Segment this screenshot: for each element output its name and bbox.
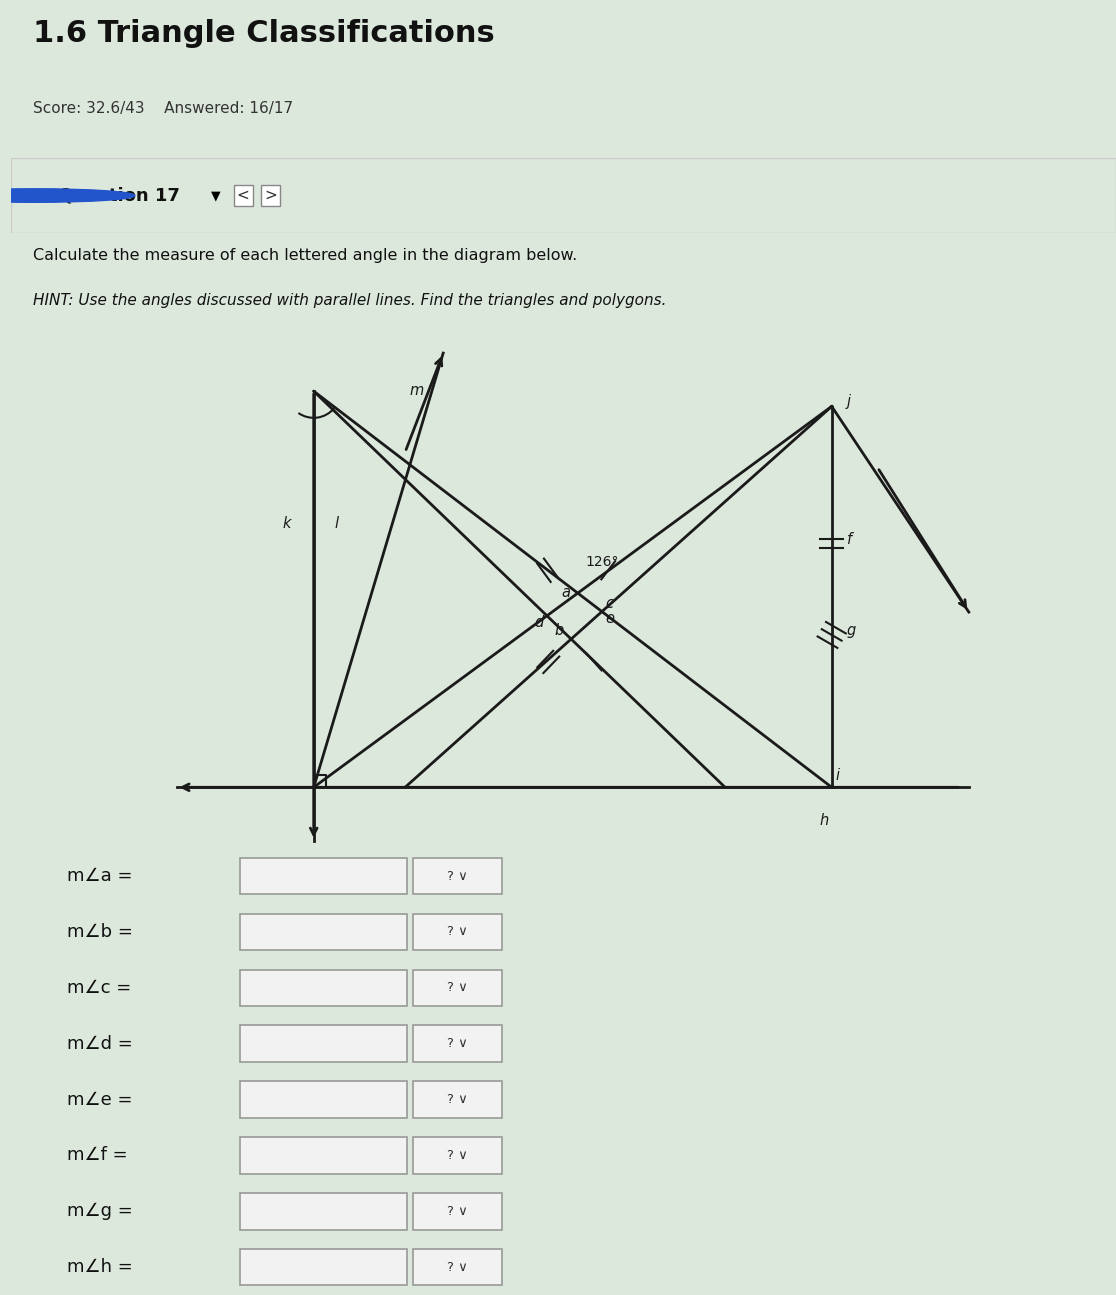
Text: ? ∨: ? ∨	[448, 1260, 468, 1273]
Text: Calculate the measure of each lettered angle in the diagram below.: Calculate the measure of each lettered a…	[33, 247, 578, 263]
FancyBboxPatch shape	[413, 1193, 502, 1229]
Text: d: d	[535, 615, 543, 631]
Text: m: m	[410, 383, 424, 398]
Text: ? ∨: ? ∨	[448, 926, 468, 939]
FancyBboxPatch shape	[240, 1026, 407, 1062]
FancyBboxPatch shape	[413, 1137, 502, 1173]
Text: m∠a =: m∠a =	[67, 868, 133, 886]
FancyBboxPatch shape	[240, 1081, 407, 1118]
Text: ? ∨: ? ∨	[448, 982, 468, 995]
FancyBboxPatch shape	[240, 857, 407, 895]
Text: h: h	[819, 813, 829, 829]
Text: Question 17: Question 17	[58, 186, 180, 205]
Text: ? ∨: ? ∨	[448, 870, 468, 883]
Text: ? ∨: ? ∨	[448, 1204, 468, 1217]
Text: m∠b =: m∠b =	[67, 923, 133, 941]
Text: >: >	[264, 188, 277, 203]
Text: i: i	[836, 768, 839, 782]
Text: m∠c =: m∠c =	[67, 979, 132, 997]
Text: m∠d =: m∠d =	[67, 1035, 133, 1053]
Text: l: l	[335, 517, 338, 531]
FancyBboxPatch shape	[413, 970, 502, 1006]
Text: HINT: Use the angles discussed with parallel lines. Find the triangles and polyg: HINT: Use the angles discussed with para…	[33, 294, 667, 308]
Circle shape	[0, 189, 135, 202]
Text: ? ∨: ? ∨	[448, 1093, 468, 1106]
Text: ▼: ▼	[211, 189, 220, 202]
FancyBboxPatch shape	[240, 1137, 407, 1173]
Text: c: c	[606, 596, 614, 611]
FancyBboxPatch shape	[240, 970, 407, 1006]
Text: 126°: 126°	[586, 556, 619, 570]
Text: j: j	[847, 395, 852, 409]
Text: 1.6 Triangle Classifications: 1.6 Triangle Classifications	[33, 18, 496, 48]
FancyBboxPatch shape	[240, 1248, 407, 1286]
Text: m∠g =: m∠g =	[67, 1202, 133, 1220]
Text: <: <	[237, 188, 250, 203]
Text: m∠e =: m∠e =	[67, 1090, 133, 1109]
Text: g: g	[847, 623, 856, 638]
Text: a: a	[561, 585, 570, 600]
FancyBboxPatch shape	[413, 1081, 502, 1118]
Text: ? ∨: ? ∨	[448, 1037, 468, 1050]
Text: ? ∨: ? ∨	[448, 1149, 468, 1162]
FancyBboxPatch shape	[240, 914, 407, 951]
Text: Score: 32.6/43    Answered: 16/17: Score: 32.6/43 Answered: 16/17	[33, 101, 294, 117]
FancyBboxPatch shape	[413, 914, 502, 951]
Text: k: k	[282, 517, 291, 531]
Text: b: b	[555, 623, 564, 638]
FancyBboxPatch shape	[240, 1193, 407, 1229]
Text: e: e	[605, 611, 614, 625]
Text: f: f	[847, 531, 852, 546]
FancyBboxPatch shape	[413, 1248, 502, 1286]
FancyBboxPatch shape	[413, 857, 502, 895]
FancyBboxPatch shape	[413, 1026, 502, 1062]
Text: m∠h =: m∠h =	[67, 1257, 133, 1276]
Text: m∠f =: m∠f =	[67, 1146, 127, 1164]
